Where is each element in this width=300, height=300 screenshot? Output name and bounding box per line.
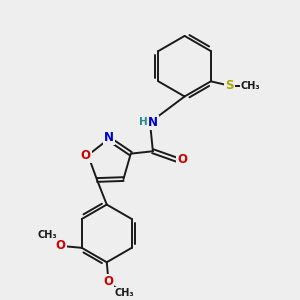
Text: CH₃: CH₃ — [241, 81, 260, 91]
Text: S: S — [225, 79, 234, 92]
Text: CH₃: CH₃ — [114, 287, 134, 298]
Text: O: O — [103, 275, 113, 288]
Text: O: O — [178, 153, 188, 167]
Text: H: H — [139, 117, 148, 128]
Text: CH₃: CH₃ — [38, 230, 57, 240]
Text: O: O — [56, 239, 66, 252]
Text: N: N — [104, 131, 114, 144]
Text: N: N — [148, 116, 158, 129]
Text: O: O — [81, 148, 91, 162]
